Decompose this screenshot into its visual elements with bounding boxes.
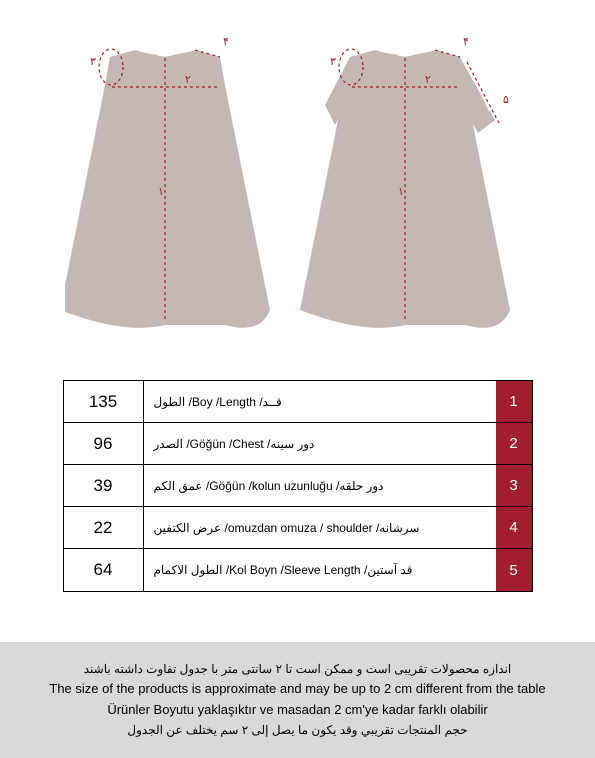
measure-value: 64 bbox=[64, 549, 144, 591]
disclaimer-tr: Ürünler Boyutu yaklaşıktır ve masadan 2 … bbox=[10, 700, 585, 721]
label-2: ۲ bbox=[185, 74, 191, 86]
size-table: 135 قــد/ Boy /Length/ الطول 1 96 دور سی… bbox=[63, 380, 533, 592]
disclaimer-en: The size of the products is approximate … bbox=[10, 679, 585, 700]
measure-index: 2 bbox=[496, 423, 532, 464]
label-1-r: ۱ bbox=[398, 186, 404, 198]
measure-label: دور سینه/ Göğün /Chest/ الصدر bbox=[144, 423, 496, 464]
garment-left-svg: ۱ ۲ ۳ ۴ bbox=[65, 15, 305, 355]
measure-value: 96 bbox=[64, 423, 144, 464]
label-4-r: ۴ bbox=[463, 36, 469, 48]
label-1: ۱ bbox=[158, 186, 164, 198]
measure-label: قد آستین/ Kol Boyn /Sleeve Length/ الطول… bbox=[144, 549, 496, 591]
table-row: 135 قــد/ Boy /Length/ الطول 1 bbox=[64, 381, 532, 423]
label-3: ۳ bbox=[90, 56, 96, 68]
dress-body-left bbox=[65, 50, 270, 328]
measure-value: 135 bbox=[64, 381, 144, 422]
disclaimer-fa: اندازه محصولات تقریبی است و ممکن است تا … bbox=[10, 660, 585, 679]
table-row: 64 قد آستین/ Kol Boyn /Sleeve Length/ ال… bbox=[64, 549, 532, 591]
garment-diagram-area: ۱ ۲ ۳ ۴ ۱ ۲ ۳ ۴ ۵ bbox=[0, 0, 595, 360]
label-3-r: ۳ bbox=[330, 56, 336, 68]
measure-index: 3 bbox=[496, 465, 532, 506]
measure-label: دور حلقه/ Göğün /kolun uzunluğu/ عمق الک… bbox=[144, 465, 496, 506]
table-row: 96 دور سینه/ Göğün /Chest/ الصدر 2 bbox=[64, 423, 532, 465]
label-5: ۵ bbox=[503, 94, 509, 106]
label-4: ۴ bbox=[223, 36, 229, 48]
garment-right-svg: ۱ ۲ ۳ ۴ ۵ bbox=[295, 15, 565, 355]
disclaimer-footer: اندازه محصولات تقریبی است و ممکن است تا … bbox=[0, 642, 595, 758]
table-row: 39 دور حلقه/ Göğün /kolun uzunluğu/ عمق … bbox=[64, 465, 532, 507]
table-row: 22 سرشانه/ omuzdan omuza / shoulder/ عرض… bbox=[64, 507, 532, 549]
measure-index: 4 bbox=[496, 507, 532, 548]
measure-value: 39 bbox=[64, 465, 144, 506]
measure-index: 5 bbox=[496, 549, 532, 591]
measure-value: 22 bbox=[64, 507, 144, 548]
label-2-r: ۲ bbox=[425, 74, 431, 86]
disclaimer-ar: حجم المنتجات تقريبي وقد يكون ما يصل إلى … bbox=[10, 721, 585, 740]
measure-label: سرشانه/ omuzdan omuza / shoulder/ عرض ال… bbox=[144, 507, 496, 548]
measure-label: قــد/ Boy /Length/ الطول bbox=[144, 381, 496, 422]
measure-index: 1 bbox=[496, 381, 532, 422]
